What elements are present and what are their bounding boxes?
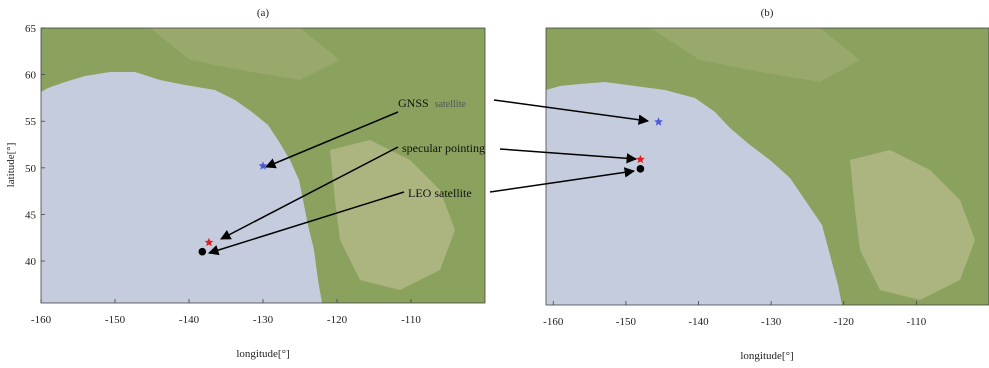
- arrow-gnss-to-b: [493, 99, 650, 125]
- panel-b-xtick-label: -110: [906, 316, 926, 328]
- annotation-gnss-main: GNSS: [398, 96, 429, 110]
- panel-b-xtick-label: -160: [543, 316, 564, 328]
- panel-b-xtick-label: -120: [834, 316, 855, 328]
- panel-b-xlabel: longitude[°]: [740, 350, 793, 362]
- panel-a-ytick-label: 60: [25, 70, 37, 82]
- panel-a-ylabel: latitude[°]: [5, 143, 17, 188]
- annotation-leo-satellite: LEO satellite: [408, 186, 472, 200]
- panel-a-ytick-label: 45: [25, 209, 37, 221]
- panel-a-land-north: [150, 28, 340, 80]
- panel-b-leo-satellite-marker: [636, 165, 645, 173]
- arrow-specular-to-b: [499, 148, 638, 164]
- panel-a-ytick-label: 40: [25, 256, 37, 268]
- panel-a-title: (a): [257, 7, 270, 19]
- annotation-specular-pointing: specular pointing: [402, 141, 485, 155]
- panel-a-land-highlands: [330, 140, 455, 290]
- panel-a-xtick-label: -110: [401, 314, 421, 326]
- panel-a-ytick-label: 65: [25, 23, 37, 35]
- panel-a-map: [41, 28, 485, 303]
- panel-a-specular-pointing-marker: [204, 237, 214, 247]
- panel-b-frame: [545, 27, 989, 306]
- arrow-leo-to-a: [207, 191, 405, 256]
- panel-b-map: [546, 28, 989, 305]
- panel-b-land-highlands: [850, 150, 975, 300]
- panel-a-gnss-satellite-marker: [258, 161, 268, 170]
- panel-a-xtick-label: -140: [179, 314, 200, 326]
- panel-a-xtick-label: -160: [31, 314, 52, 326]
- arrow-gnss-to-a: [265, 111, 399, 169]
- panel-b-xtick-label: -140: [688, 316, 709, 328]
- panel-a-ticks: -160 -150 -140 -130 -120 -110 40 45 50 55 60 65: [25, 23, 421, 326]
- annotation-gnss-sub: satellite: [435, 99, 467, 110]
- panel-b-specular-pointing-marker: [636, 154, 645, 164]
- panel-a-ytick-label: 55: [25, 116, 37, 128]
- panel-b-land-north: [650, 28, 860, 82]
- panel-a-xlabel: longitude[°]: [236, 348, 289, 360]
- panel-a-xtick-label: -150: [105, 314, 126, 326]
- panel-b-xtick-label: -130: [761, 316, 782, 328]
- panel-b-title: (b): [761, 7, 774, 19]
- panel-b-xtick-label: -150: [616, 316, 637, 328]
- annotation-gnss-satellite: GNSS satellite: [398, 96, 466, 110]
- panel-a-ytick-label: 50: [25, 163, 37, 175]
- arrow-specular-to-a: [220, 146, 399, 240]
- panel-a-xtick-label: -120: [327, 314, 348, 326]
- panel-a-leo-satellite-marker: [198, 247, 207, 256]
- panel-b-gnss-satellite-marker: [654, 117, 663, 126]
- panel-b-markers: [636, 117, 663, 173]
- arrow-leo-to-b: [489, 167, 636, 193]
- panel-a-xtick-label: -130: [253, 314, 274, 326]
- annotation-arrows: [207, 99, 650, 256]
- panel-a-markers: [198, 161, 268, 256]
- panel-b-ticks: -160 -150 -140 -130 -120 -110: [543, 301, 927, 328]
